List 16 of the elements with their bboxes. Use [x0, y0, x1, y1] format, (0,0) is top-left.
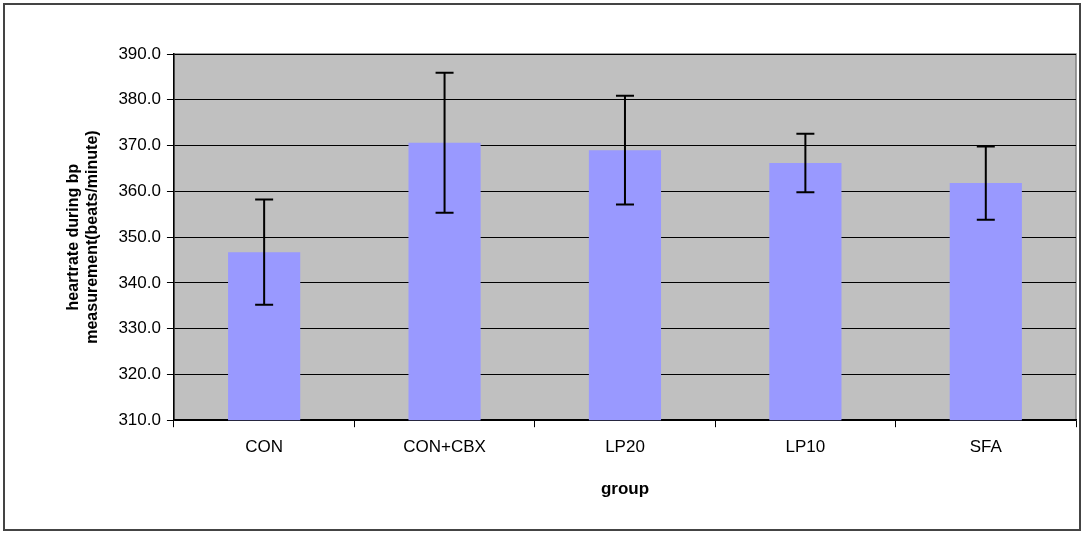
y-tick-label: 360.0: [118, 181, 161, 201]
x-axis-title: group: [600, 479, 650, 499]
y-tick-label: 330.0: [118, 318, 161, 338]
x-tick-label: LP20: [605, 437, 645, 457]
x-tick-label: CON: [245, 437, 284, 457]
x-tick-label: CON+CBX: [403, 437, 486, 457]
x-tick-label: LP10: [785, 437, 826, 457]
y-tick-label: 310.0: [118, 409, 161, 429]
y-tick-label: 370.0: [118, 135, 161, 155]
y-tick-label: 350.0: [118, 226, 161, 246]
y-tick-label: 380.0: [118, 89, 161, 109]
y-tick-label: 340.0: [118, 272, 161, 292]
y-tick-label: 390.0: [118, 43, 161, 63]
y-axis-title: heartrate during bp measurement(beats/minute): [64, 130, 101, 344]
x-tick-label: SFA: [969, 437, 1003, 457]
y-tick-label: 320.0: [118, 364, 161, 384]
